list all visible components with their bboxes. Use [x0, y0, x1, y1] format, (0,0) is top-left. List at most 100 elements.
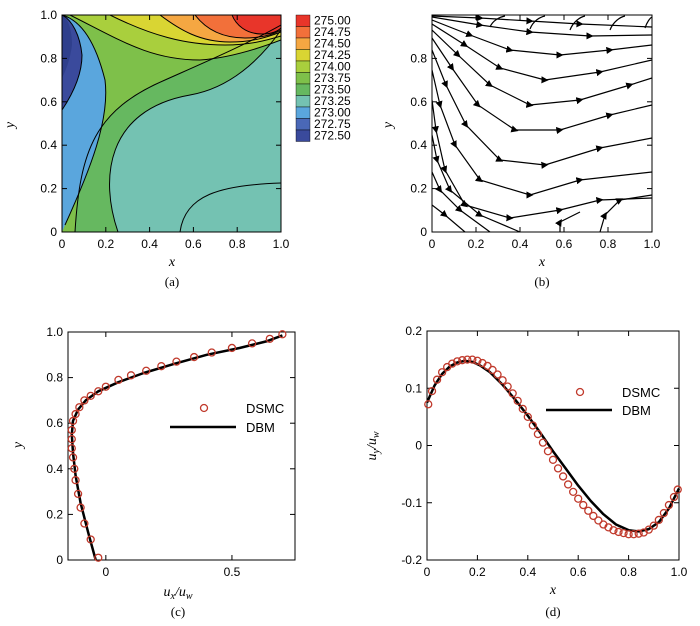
x-tick-label: 1.0: [644, 237, 661, 251]
ylabel-sub2: w: [371, 431, 382, 438]
dsmc-point: [73, 489, 83, 499]
dsmc-point: [609, 526, 618, 535]
dsmc-point: [543, 447, 553, 456]
x-tick-label: 0.2: [468, 237, 485, 251]
x-axis-label: x: [549, 583, 557, 598]
x-tick-label: 0: [102, 565, 109, 579]
dsmc-point: [86, 391, 95, 400]
xlabel-sub2: w: [186, 591, 193, 602]
dsmc-point: [67, 444, 76, 453]
dsmc-point: [80, 519, 89, 528]
dsmc-point: [644, 525, 653, 534]
ylabel-main: u: [365, 454, 380, 461]
x-tick-label: 1.0: [671, 565, 688, 579]
dsmc-point: [448, 359, 457, 368]
dsmc-point: [458, 356, 467, 365]
y-tick-label: 0.2: [46, 507, 63, 521]
dbm-line: [70, 334, 283, 561]
dsmc-point: [589, 511, 598, 521]
y-tick-label: 0: [415, 439, 422, 453]
colorbar: 275.00274.75274.50274.25274.00273.75273.…: [295, 14, 351, 143]
colorbar-label: 275.00: [314, 14, 351, 28]
colorbar-label: 273.50: [314, 83, 351, 97]
y-tick-label: -0.1: [401, 496, 422, 510]
legend: DSMC DBM: [546, 385, 660, 418]
y-tick-label: 0.1: [405, 381, 422, 395]
dsmc-point: [473, 356, 482, 365]
legend-dsmc-marker: [575, 387, 585, 397]
x-tick-label: 0.2: [469, 565, 486, 579]
legend-dsmc-label: DSMC: [622, 385, 660, 400]
legend-dbm-label: DBM: [246, 420, 275, 435]
dsmc-point: [424, 400, 433, 409]
x-tick-label: 0.6: [556, 237, 573, 251]
panel-b-streamlines: 0 0.2 0.4 0.6 0.8 1.0 0 0.2 0.4 0.6 0.8 x y (b): [381, 14, 661, 289]
x-tick-label: 0.6: [185, 237, 202, 251]
dsmc-point: [569, 487, 578, 497]
x-axis-label: ux/uw: [163, 585, 192, 602]
colorbar-swatch: [295, 129, 311, 142]
dsmc-point: [669, 492, 679, 502]
panel-c-ux-profile: 0 0.5 0 0.2 0.4 0.6 0.8 1.0 DSMC DBM ux/uw y (c…: [11, 325, 296, 619]
contour-band-273-75: [62, 15, 281, 232]
dsmc-point: [463, 355, 472, 364]
colorbar-swatch: [295, 95, 311, 108]
colorbar-swatch: [295, 106, 311, 119]
dsmc-point: [86, 535, 95, 544]
y-tick-label: 0.4: [410, 138, 427, 152]
colorbar-swatch: [295, 60, 311, 73]
dsmc-point: [513, 396, 522, 405]
dsmc-point: [528, 421, 537, 430]
y-tick-label: 0.8: [410, 51, 427, 65]
ticks: 0 0.2 0.4 0.6 0.8 1.0 0 0.2 0.4 0.6 0.8 1.0: [40, 8, 289, 251]
dsmc-point: [483, 361, 492, 371]
legend-dsmc-marker: [199, 403, 209, 413]
xlabel-sub1: x: [169, 591, 175, 602]
dsmc-point: [548, 455, 558, 464]
y-tick-label: 0.4: [46, 462, 63, 476]
axes-frame: [67, 331, 296, 561]
dsmc-point: [533, 429, 543, 439]
dsmc-point: [432, 375, 442, 384]
y-axis-label: y: [381, 121, 396, 130]
x-tick-label: 0.4: [512, 237, 529, 251]
colorbar-swatch: [295, 83, 311, 96]
dsmc-point: [579, 500, 588, 510]
dsmc-point: [493, 370, 502, 379]
dsmc-point: [142, 366, 151, 375]
dsmc-point: [614, 527, 623, 537]
dsmc-point: [70, 464, 79, 473]
x-tick-label: 0.6: [570, 565, 587, 579]
dsmc-point: [71, 409, 80, 419]
xlabel-main: u: [163, 585, 170, 600]
dsmc-point: [427, 386, 437, 396]
y-axis-label: y: [11, 441, 26, 450]
legend-dsmc-label: DSMC: [246, 401, 284, 416]
dsmc-point: [172, 357, 181, 366]
y-tick-label: 0.6: [40, 95, 57, 109]
x-tick-label: 0: [59, 237, 66, 251]
dsmc-point: [629, 530, 638, 539]
ticks: 0 0.5 0 0.2 0.4 0.6 0.8 1.0: [46, 325, 295, 579]
contour-fills: [62, 15, 281, 232]
colorbar-label: 272.50: [314, 129, 351, 143]
dsmc-point: [503, 382, 512, 391]
colorbar-label: 274.75: [314, 25, 351, 39]
colorbar-label: 273.00: [314, 106, 351, 120]
ticks: 0 0.2 0.4 0.6 0.8 1.0 0 0.2 0.4 0.6 0.8: [410, 15, 661, 251]
y-tick-label: 0.6: [46, 416, 63, 430]
ticks: 0 0.2 0.4 0.6 0.8 1.0 -0.2 -0.1 0 0.1 0.2: [401, 324, 687, 579]
caption: (a): [165, 274, 179, 289]
axes-frame: [431, 14, 653, 233]
x-tick-label: 1.0: [273, 237, 290, 251]
dsmc-point: [558, 472, 568, 481]
dsmc-point: [189, 352, 199, 362]
dsmc-point: [508, 389, 517, 398]
dbm-line: [425, 359, 681, 533]
dsmc-point: [574, 494, 583, 503]
x-tick-label: 0: [429, 237, 436, 251]
dsmc-point: [468, 355, 477, 364]
legend: DSMC DBM: [170, 401, 284, 435]
dsmc-point: [437, 368, 447, 377]
x-axis-label: x: [538, 255, 546, 270]
